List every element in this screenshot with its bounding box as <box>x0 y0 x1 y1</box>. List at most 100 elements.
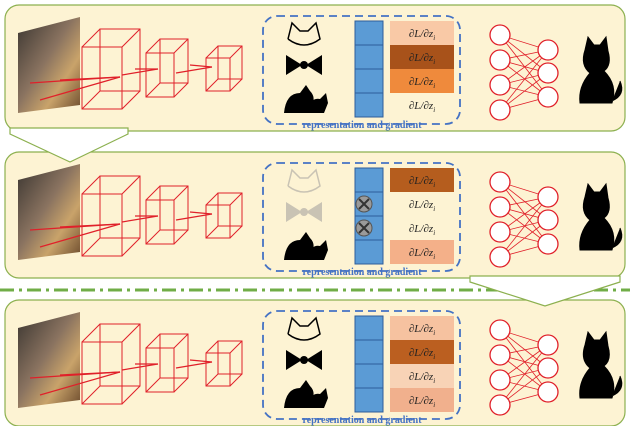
receptive-field <box>59 76 121 81</box>
gradient-text: ∂L/∂z <box>409 52 434 64</box>
conv-edge <box>121 385 141 405</box>
gradient-cell <box>390 240 454 264</box>
receptive-field <box>189 211 213 215</box>
cat-output <box>579 182 623 251</box>
icon-bowtie <box>286 202 322 222</box>
conv-edge <box>205 45 219 59</box>
gradient-cell <box>390 388 454 412</box>
icon-cat-face <box>287 21 321 46</box>
representation-cell <box>354 167 384 193</box>
conv-edge <box>205 225 219 239</box>
gradient-text: ∂L/∂z <box>409 100 434 112</box>
nn-edge <box>499 181 549 245</box>
representation-cell <box>354 387 384 413</box>
conv-edge <box>173 38 189 54</box>
representation-cell <box>354 339 384 365</box>
gradient-label: ∂L/∂zi <box>409 223 435 237</box>
gradient-label: ∂L/∂zi <box>409 175 435 189</box>
gradient-label: ∂L/∂zi <box>409 347 435 361</box>
mask-x <box>358 222 370 234</box>
conv-edge <box>229 192 243 206</box>
gradient-text: ∂L/∂z <box>409 347 434 359</box>
arrow-down <box>9 127 129 163</box>
receptive-field <box>189 359 213 363</box>
conv-edge <box>205 373 219 387</box>
gradient-label: ∂L/∂zi <box>409 247 435 261</box>
mask-x <box>358 198 370 210</box>
conv-edge <box>81 90 101 110</box>
conv-back <box>217 192 243 227</box>
receptive-field <box>121 215 159 223</box>
conv-edge <box>121 28 141 48</box>
gradient-sub: i <box>433 82 435 90</box>
gradient-cell <box>390 21 454 45</box>
representation-cell <box>354 92 384 118</box>
gradient-label: ∂L/∂zi <box>409 28 435 42</box>
cat-output <box>579 330 623 399</box>
gradient-sub: i <box>433 377 435 385</box>
gradient-sub: i <box>433 401 435 409</box>
receptive-field <box>39 76 121 101</box>
gradient-cell <box>390 45 454 69</box>
receptive-field <box>59 371 121 376</box>
gradient-sub: i <box>433 205 435 213</box>
conv-edge <box>121 323 141 343</box>
gradient-text: ∂L/∂z <box>409 395 434 407</box>
nn-node <box>537 86 559 108</box>
conv-edge <box>145 185 161 201</box>
gradient-text: ∂L/∂z <box>409 76 434 88</box>
gradient-sub: i <box>433 106 435 114</box>
nn-edge <box>499 329 549 393</box>
representation-cell <box>354 239 384 265</box>
nn-edge <box>499 344 549 406</box>
nn-node <box>489 369 511 391</box>
conv-back <box>99 175 141 239</box>
receptive-field <box>175 213 213 221</box>
receptive-field <box>189 64 213 68</box>
gradient-text: ∂L/∂z <box>409 28 434 40</box>
feature-box <box>262 310 461 420</box>
receptive-field <box>121 363 159 371</box>
conv-back <box>99 323 141 387</box>
gradient-label: ∂L/∂zi <box>409 52 435 66</box>
gradient-label: ∂L/∂zi <box>409 323 435 337</box>
gradient-sub: i <box>433 353 435 361</box>
conv-front <box>81 46 123 110</box>
conv-front <box>81 193 123 257</box>
icon-bowtie-knot <box>300 208 308 216</box>
gradient-label: ∂L/∂zi <box>409 76 435 90</box>
conv-edge <box>145 229 161 245</box>
cat-output <box>579 35 623 104</box>
gradient-cell <box>390 168 454 192</box>
receptive-field <box>39 371 121 396</box>
conv-edge <box>173 333 189 349</box>
icon-cats <box>284 380 328 408</box>
conv-back <box>99 28 141 92</box>
conv-edge <box>229 78 243 92</box>
representation-cell <box>354 68 384 94</box>
gradient-text: ∂L/∂z <box>409 175 434 187</box>
icon-bowtie-knot <box>300 61 308 69</box>
conv-edge <box>121 175 141 195</box>
gradient-text: ∂L/∂z <box>409 247 434 259</box>
caption: representation and gradient <box>302 120 422 131</box>
conv-edge <box>229 373 243 387</box>
caption: representation and gradient <box>302 415 422 426</box>
conv-edge <box>121 237 141 257</box>
gradient-text: ∂L/∂z <box>409 323 434 335</box>
nn-node <box>537 62 559 84</box>
nn-node <box>489 246 511 268</box>
conv-edge <box>205 340 219 354</box>
receptive-field <box>121 68 159 76</box>
gradient-label: ∂L/∂zi <box>409 100 435 114</box>
gradient-text: ∂L/∂z <box>409 199 434 211</box>
gradient-cell <box>390 69 454 93</box>
conv-edge <box>81 28 101 48</box>
arrow-down <box>469 275 621 307</box>
conv-back <box>217 340 243 375</box>
receptive-field <box>175 361 213 369</box>
conv-back <box>159 38 189 84</box>
nn-edge <box>499 196 549 258</box>
